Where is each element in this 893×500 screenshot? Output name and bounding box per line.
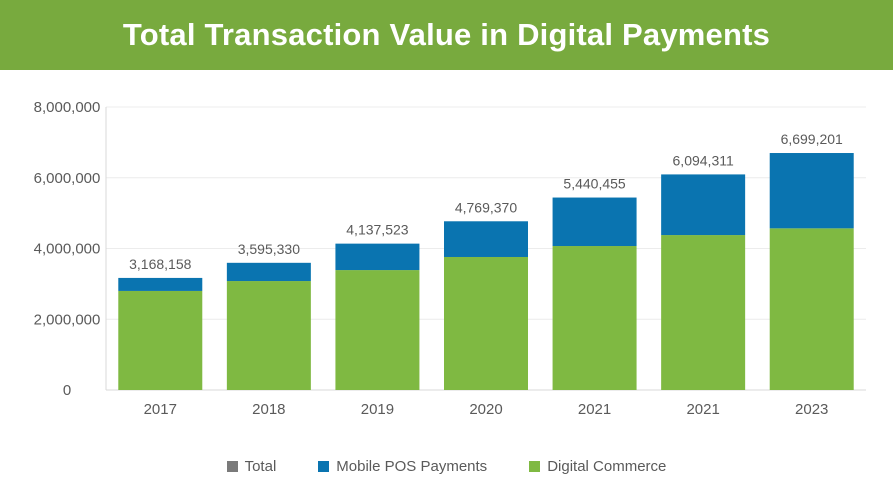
bar-digital-commerce	[769, 228, 854, 390]
y-tick-label: 0	[63, 382, 71, 399]
legend-label-total: Total	[244, 457, 277, 475]
data-label-total: 3,595,330	[238, 241, 300, 257]
y-tick-label: 8,000,000	[34, 99, 101, 116]
bar-mobile-pos	[444, 221, 528, 257]
legend-swatch-mobile-pos	[318, 460, 330, 472]
bar-digital-commerce	[661, 235, 746, 390]
bar-mobile-pos	[661, 174, 746, 236]
bar-mobile-pos	[226, 262, 311, 282]
y-tick-label: 6,000,000	[34, 170, 101, 187]
title-bar: Total Transaction Value in Digital Payme…	[0, 0, 893, 70]
legend-item-total: Total	[226, 457, 277, 475]
bar-mobile-pos	[118, 277, 203, 291]
bar-digital-commerce	[444, 256, 528, 390]
legend: Total Mobile POS Payments Digital Commer…	[0, 456, 893, 476]
x-tick-label: 2018	[252, 401, 285, 418]
legend-label-digital-commerce: Digital Commerce	[547, 457, 667, 475]
data-label-total: 4,137,523	[346, 222, 408, 238]
bar-mobile-pos	[552, 197, 637, 247]
data-label-total: 3,168,158	[129, 256, 191, 272]
y-tick-label: 2,000,000	[34, 311, 101, 328]
legend-item-digital-commerce: Digital Commerce	[529, 458, 666, 475]
bar-digital-commerce	[118, 290, 203, 390]
x-tick-label: 2017	[144, 401, 177, 418]
y-tick-label: 4,000,000	[34, 241, 101, 258]
x-tick-label: 2023	[795, 401, 828, 418]
data-label-total: 6,094,311	[673, 152, 734, 168]
data-label-total: 6,699,201	[781, 131, 843, 147]
legend-swatch-total	[226, 460, 238, 472]
legend-item-mobile-pos: Mobile POS Payments	[318, 458, 487, 475]
bar-mobile-pos	[335, 243, 420, 271]
bar-mobile-pos	[769, 153, 854, 229]
x-tick-label: 2019	[361, 401, 394, 418]
chart-title: Total Transaction Value in Digital Payme…	[122, 17, 771, 52]
bar-digital-commerce	[552, 246, 637, 390]
x-tick-label: 2021	[578, 401, 611, 418]
data-label-total: 4,769,370	[455, 199, 517, 215]
x-tick-label: 2020	[469, 401, 502, 418]
bar-digital-commerce	[226, 281, 311, 390]
legend-label-mobile-pos: Mobile POS Payments	[336, 457, 488, 475]
legend-swatch-digital-commerce	[529, 460, 541, 472]
bar-digital-commerce	[335, 270, 420, 390]
data-label-total: 5,440,455	[563, 176, 625, 192]
x-tick-label: 2021	[686, 401, 719, 418]
